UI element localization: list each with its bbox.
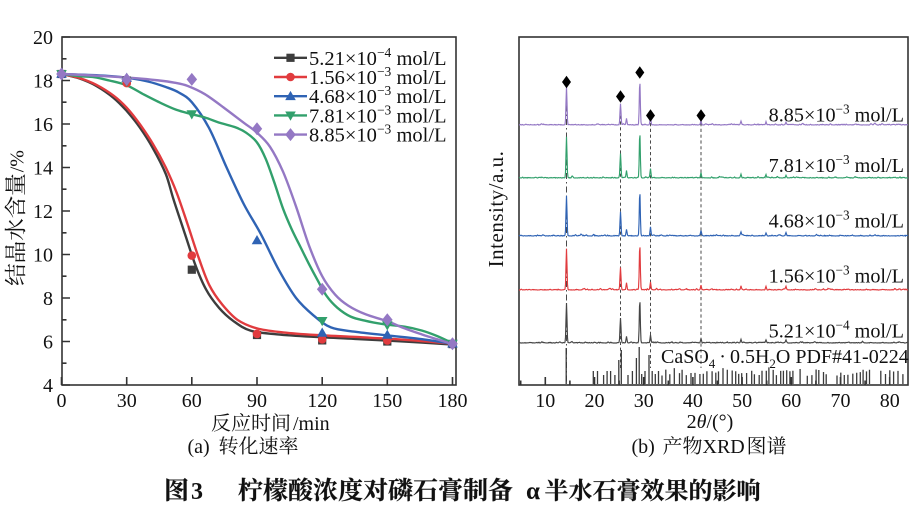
svg-text:16: 16 xyxy=(33,114,53,136)
svg-text:3: 3 xyxy=(191,479,203,505)
svg-text:30: 30 xyxy=(117,390,137,412)
svg-text:XRD: XRD xyxy=(703,436,745,458)
svg-text:Intensity/a.u.: Intensity/a.u. xyxy=(484,151,508,268)
svg-text:2θ/(°): 2θ/(°) xyxy=(687,411,734,433)
svg-text:20: 20 xyxy=(33,27,53,49)
svg-text:40: 40 xyxy=(683,390,703,412)
svg-text:8: 8 xyxy=(43,288,53,310)
svg-text:(a): (a) xyxy=(188,436,210,458)
svg-text:α: α xyxy=(526,478,540,505)
svg-text:4: 4 xyxy=(43,375,53,397)
svg-text:70: 70 xyxy=(831,390,851,412)
svg-text:5.21×10−4 mol/L: 5.21×10−4 mol/L xyxy=(769,318,904,343)
svg-text:0: 0 xyxy=(57,390,67,412)
svg-text:60: 60 xyxy=(781,390,801,412)
svg-text:30: 30 xyxy=(634,390,654,412)
svg-text:4.68×10−3 mol/L: 4.68×10−3 mol/L xyxy=(769,208,904,233)
svg-text:6: 6 xyxy=(43,332,53,354)
svg-text:12: 12 xyxy=(33,201,53,223)
svg-text:20: 20 xyxy=(585,390,605,412)
svg-text:18: 18 xyxy=(33,71,53,93)
svg-text:80: 80 xyxy=(880,390,900,412)
svg-text:(b): (b) xyxy=(632,436,655,458)
svg-text:7.81×10−3 mol/L: 7.81×10−3 mol/L xyxy=(769,152,904,177)
svg-text:60: 60 xyxy=(182,390,202,412)
svg-text:/min: /min xyxy=(293,413,330,435)
svg-text:120: 120 xyxy=(307,390,337,412)
svg-text:10: 10 xyxy=(33,245,53,267)
svg-text:1.56×10−3 mol/L: 1.56×10−3 mol/L xyxy=(769,263,904,288)
svg-text:50: 50 xyxy=(732,390,752,412)
svg-text:CaSO4 · 0.5H2O PDF#41-0224: CaSO4 · 0.5H2O PDF#41-0224 xyxy=(661,346,909,371)
svg-text:150: 150 xyxy=(372,390,402,412)
svg-text:10: 10 xyxy=(535,390,555,412)
svg-text:14: 14 xyxy=(33,158,53,180)
svg-text:90: 90 xyxy=(247,390,267,412)
svg-text:180: 180 xyxy=(438,390,468,412)
svg-text:/%: /% xyxy=(7,150,29,172)
